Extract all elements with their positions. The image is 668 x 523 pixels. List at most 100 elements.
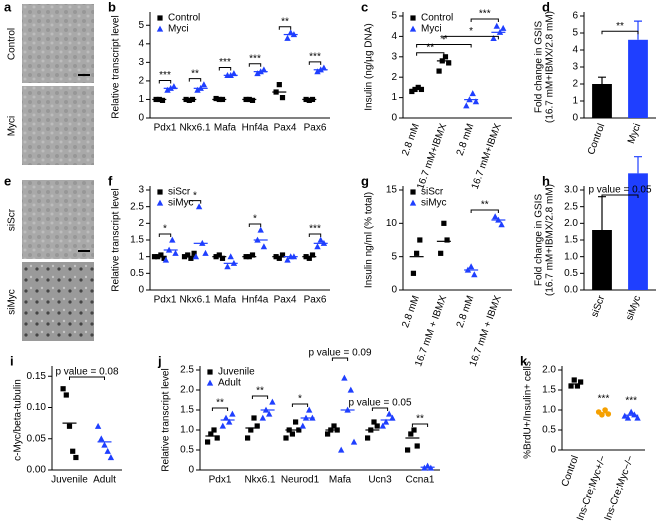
x-tick-label: 2.8 mM xyxy=(455,122,477,157)
sig-label: ** xyxy=(281,16,289,27)
error-bar xyxy=(598,76,606,84)
y-tick-label: 0.10 xyxy=(27,402,47,413)
micrograph xyxy=(22,262,94,341)
data-point xyxy=(379,422,386,429)
data-point xyxy=(66,423,73,429)
y-axis-label: Fold change in GSIS xyxy=(534,194,545,287)
data-point xyxy=(444,237,450,243)
x-tick-label: 16.7 mM+IBMX xyxy=(415,122,449,191)
image-label: siMyc xyxy=(7,289,18,315)
y-tick-label: 0.05 xyxy=(27,433,47,444)
panel-letter: d xyxy=(542,0,550,14)
data-point xyxy=(471,271,478,278)
sig-bracket xyxy=(331,357,349,361)
data-point xyxy=(602,407,608,413)
data-point xyxy=(624,414,632,421)
data-point xyxy=(101,441,108,448)
panel-letter: f xyxy=(108,173,113,188)
y-tick-label: 0.5 xyxy=(542,425,556,436)
sig-label: p value = 0.05 xyxy=(588,185,652,196)
sig-label: ** xyxy=(440,34,448,45)
sig-bracket xyxy=(251,395,269,399)
sig-bracket xyxy=(470,18,499,23)
data-point xyxy=(410,270,417,276)
y-tick-label: 1 xyxy=(572,96,578,107)
data-point xyxy=(493,22,500,29)
data-point xyxy=(331,423,337,429)
panel-letter: i xyxy=(10,353,14,368)
panel-h: h Fold change in GSIS (16.7 mM+IBMX/2.8 mM… xyxy=(534,156,656,322)
legend-marker xyxy=(157,15,163,21)
data-point xyxy=(469,90,476,97)
data-point xyxy=(216,252,222,258)
data-point xyxy=(382,418,390,425)
y-tick-label: 1 xyxy=(138,251,144,262)
sig-label: *** xyxy=(249,53,261,64)
y-tick-label: 1 xyxy=(138,94,144,105)
data-point xyxy=(438,250,444,256)
x-tick-label: siScr xyxy=(589,294,607,319)
data-point xyxy=(208,431,214,437)
panel-e: e siScr siMyc xyxy=(4,173,94,341)
data-point xyxy=(306,97,312,103)
data-point xyxy=(260,243,268,250)
data-point xyxy=(169,236,176,243)
x-tick-label: siMyc xyxy=(624,294,643,322)
x-tick-label: 2.8 mM xyxy=(400,294,422,329)
sig-label: * xyxy=(193,190,197,201)
x-tick-label: Pdx1 xyxy=(154,123,177,134)
x-tick-label: Ucn3 xyxy=(368,475,392,486)
sig-label: *** xyxy=(309,224,321,235)
data-point xyxy=(631,411,638,418)
data-point xyxy=(279,95,286,101)
sig-bracket xyxy=(158,233,172,237)
data-point xyxy=(314,243,321,250)
sig-label: * xyxy=(253,214,257,225)
sig-label: ** xyxy=(481,200,489,211)
sig-label: * xyxy=(163,224,167,235)
sig-bracket xyxy=(291,403,309,407)
y-axis-label: c-Myc/beta-tubulin xyxy=(13,379,24,461)
x-tick-label: Mafa xyxy=(329,475,352,486)
panel-letter: j xyxy=(157,353,162,368)
data-point xyxy=(283,435,289,441)
data-point xyxy=(205,439,211,445)
sig-bracket xyxy=(278,26,292,30)
data-point xyxy=(467,263,475,270)
data-point xyxy=(405,447,411,453)
data-point xyxy=(222,414,230,421)
data-point xyxy=(191,250,197,256)
legend-label: Adult xyxy=(218,378,241,389)
data-point xyxy=(568,383,574,389)
legend-label: Juvenile xyxy=(218,367,255,378)
legend-label: Myci xyxy=(421,24,442,35)
y-tick-label: 3 xyxy=(391,51,397,62)
y-tick-label: 3 xyxy=(138,57,144,68)
y-tick-label: 5 xyxy=(391,11,397,22)
x-tick-label: Hnf4a xyxy=(242,295,269,306)
y-tick-label: 2 xyxy=(572,79,578,90)
data-point xyxy=(309,252,316,258)
data-point xyxy=(214,435,220,441)
legend-label: Control xyxy=(168,13,200,24)
image-label: Control xyxy=(7,28,18,60)
data-point xyxy=(338,446,345,453)
sig-label: *** xyxy=(219,57,231,68)
data-point xyxy=(226,418,233,425)
sig-label: p value = 0.08 xyxy=(55,367,119,378)
y-tick-label: 5 xyxy=(138,20,144,31)
data-point xyxy=(70,448,76,454)
data-point xyxy=(574,383,581,389)
image-label: siScr xyxy=(7,208,18,231)
data-point xyxy=(414,443,420,449)
data-point xyxy=(94,422,102,429)
sig-label: * xyxy=(469,26,473,37)
x-tick-label: Pax4 xyxy=(274,295,297,306)
panel-d: d Fold change in GSIS (16.7 mM+IBMX/2.8 mM… xyxy=(534,0,656,156)
sig-label: p value = 0.05 xyxy=(348,398,412,409)
data-point xyxy=(279,252,286,258)
y-axis-label: Relative transcript level xyxy=(161,368,172,471)
data-point xyxy=(436,68,442,74)
data-point xyxy=(293,419,299,425)
